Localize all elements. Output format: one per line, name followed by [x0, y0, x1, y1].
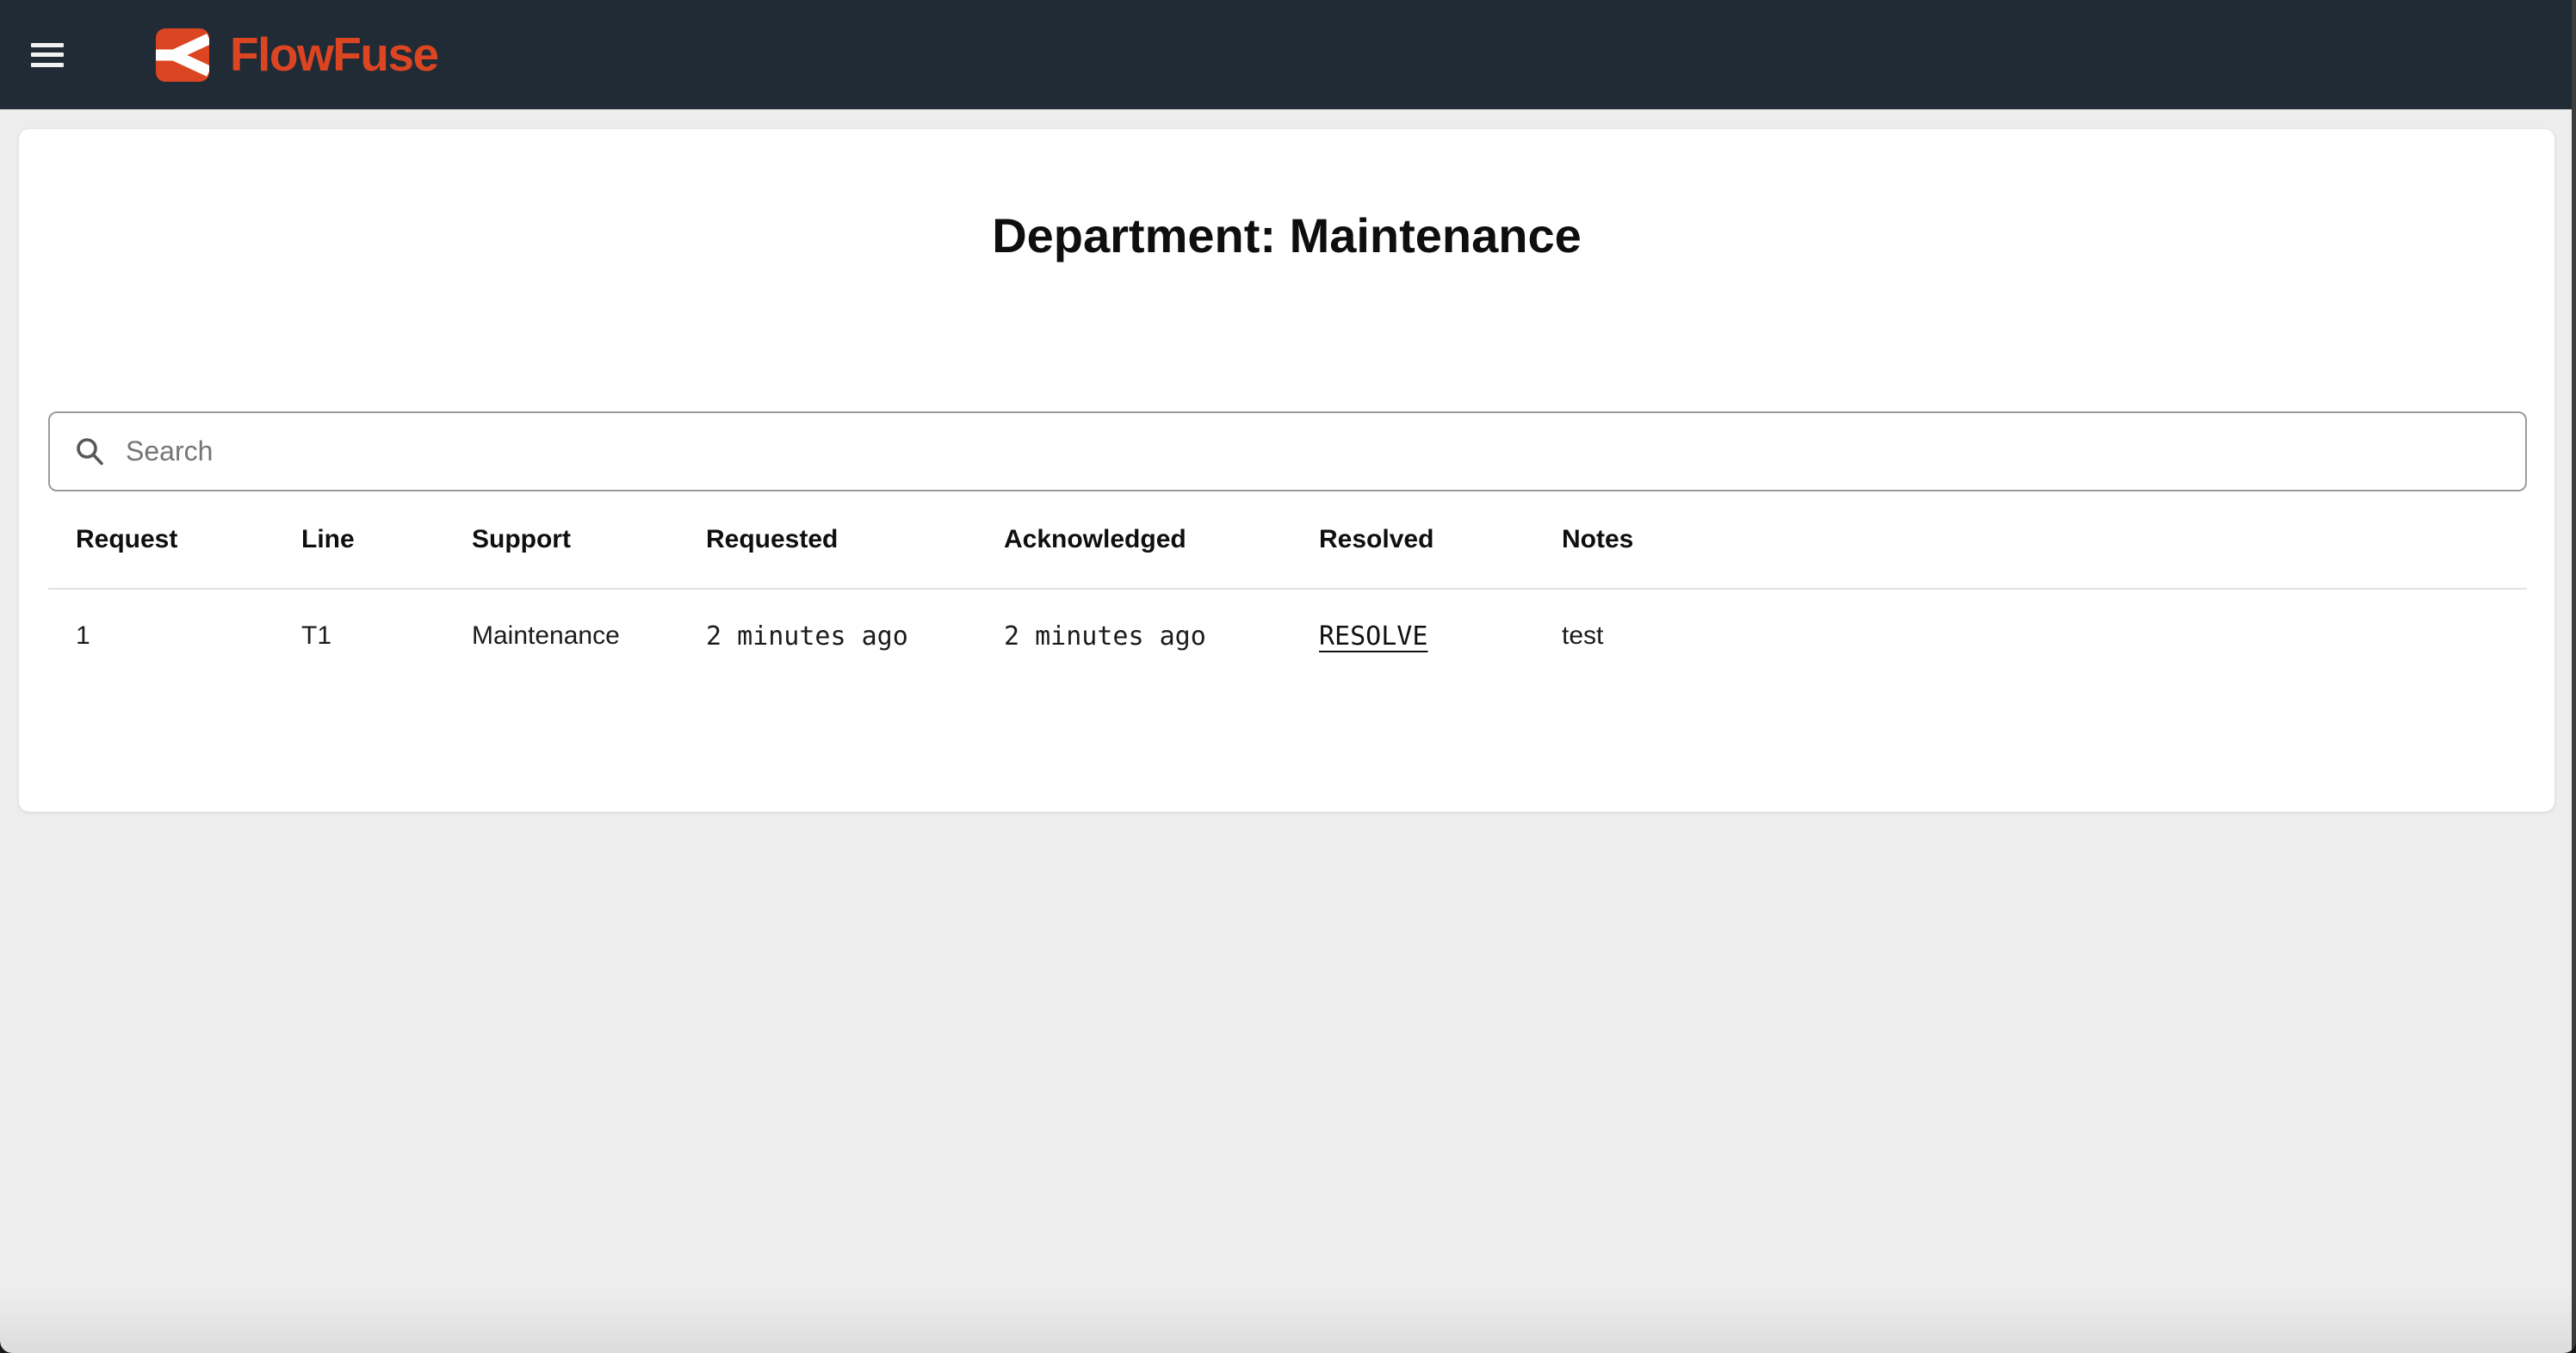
cell-requested: 2 minutes ago	[706, 621, 908, 652]
flowfuse-fork-icon	[156, 28, 209, 82]
table-header-row: Request Line Support Requested Acknowled…	[48, 491, 2527, 588]
requests-table: Request Line Support Requested Acknowled…	[48, 491, 2527, 683]
resolve-link[interactable]: RESOLVE	[1319, 621, 1428, 652]
page-title: Department: Maintenance	[992, 208, 1582, 263]
cell-acknowledged: 2 minutes ago	[1004, 621, 1206, 652]
column-header-acknowledged: Acknowledged	[1004, 525, 1186, 554]
cell-request: 1	[76, 621, 90, 651]
column-header-notes: Notes	[1562, 525, 1634, 554]
column-header-resolved: Resolved	[1319, 525, 1434, 554]
table-divider	[48, 588, 2527, 590]
window-corner-bottom-left	[0, 1341, 12, 1353]
cell-notes: test	[1562, 621, 1604, 651]
column-header-line: Line	[301, 525, 355, 554]
search-input[interactable]	[48, 411, 2527, 492]
hamburger-icon	[31, 62, 64, 67]
cell-support: Maintenance	[472, 621, 620, 651]
search-bar	[48, 411, 2527, 492]
hamburger-icon	[31, 42, 64, 47]
menu-button[interactable]	[31, 42, 64, 67]
cell-line: T1	[301, 621, 332, 651]
window-bottom-shadow	[0, 1291, 2576, 1353]
app-header: FlowFuse	[0, 0, 2576, 109]
flowfuse-logo: FlowFuse	[156, 28, 439, 82]
flowfuse-logo-text: FlowFuse	[230, 28, 439, 81]
window-right-edge	[2572, 0, 2576, 1353]
table-row: 1 T1 Maintenance 2 minutes ago 2 minutes…	[48, 590, 2527, 683]
column-header-support: Support	[472, 525, 571, 554]
content-card: Department: Maintenance Request Line Sup…	[19, 129, 2554, 812]
column-header-requested: Requested	[706, 525, 839, 554]
column-header-request: Request	[76, 525, 178, 554]
hamburger-icon	[31, 53, 64, 57]
